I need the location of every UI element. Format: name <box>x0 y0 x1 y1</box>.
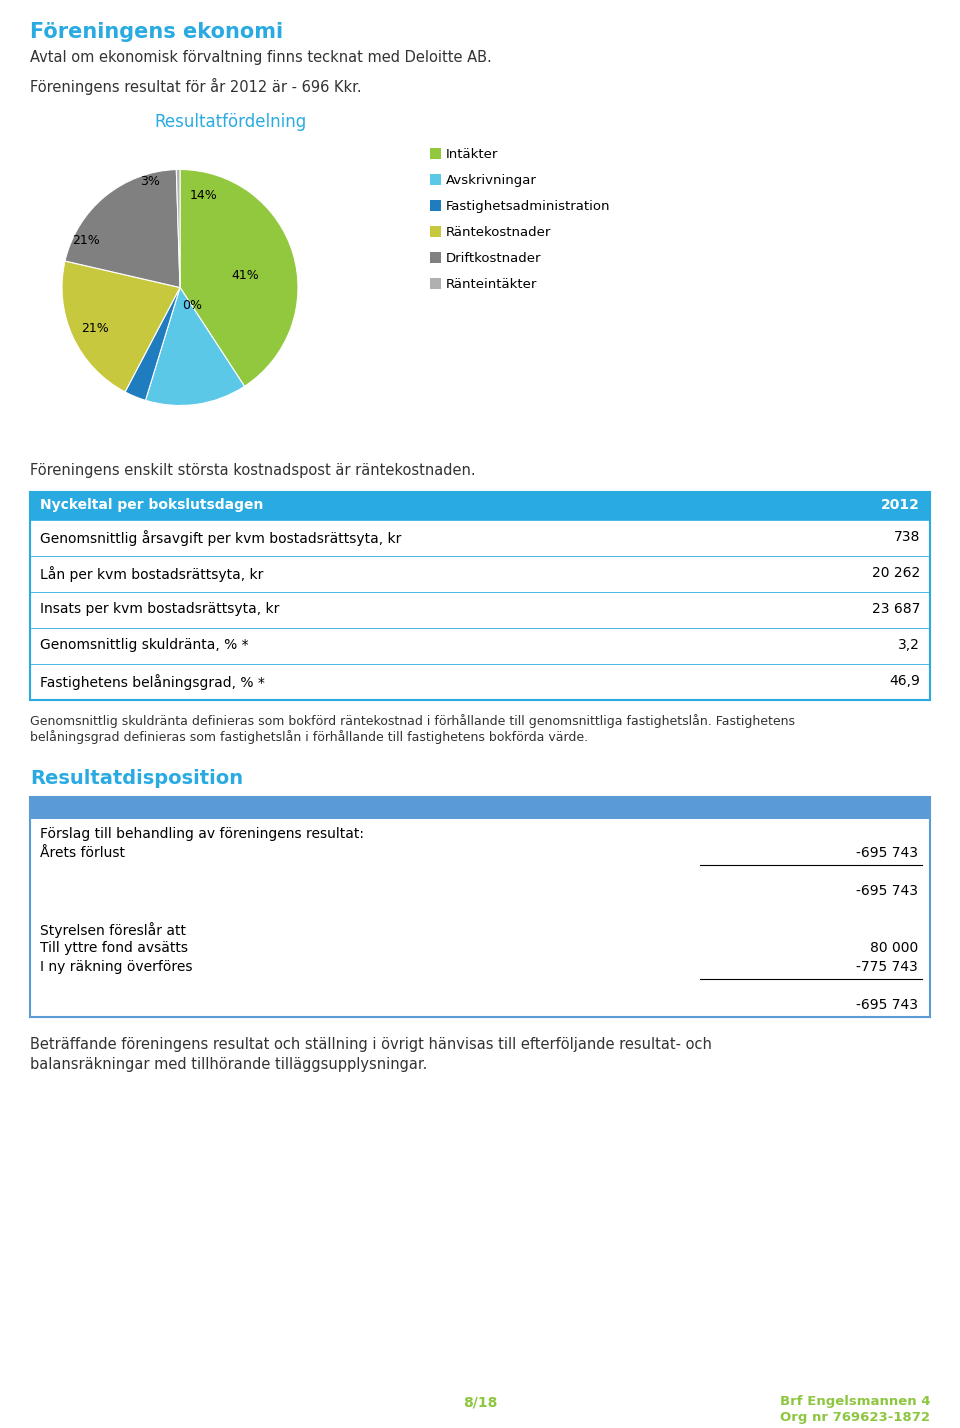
Text: Insats per kvm bostadsrättsyta, kr: Insats per kvm bostadsrättsyta, kr <box>40 603 279 615</box>
Text: Resultatfördelning: Resultatfördelning <box>154 113 306 131</box>
Text: Till yttre fond avsätts: Till yttre fond avsätts <box>40 941 188 955</box>
Text: Avtal om ekonomisk förvaltning finns tecknat med Deloitte AB.: Avtal om ekonomisk förvaltning finns tec… <box>30 50 492 66</box>
Text: 3%: 3% <box>140 174 160 188</box>
Text: belåningsgrad definieras som fastighetslån i förhållande till fastighetens bokfö: belåningsgrad definieras som fastighetsl… <box>30 730 588 744</box>
Text: Genomsnittlig skuldränta, % *: Genomsnittlig skuldränta, % * <box>40 638 249 653</box>
Wedge shape <box>146 287 245 406</box>
Bar <box>430 174 441 186</box>
Text: Intäkter: Intäkter <box>446 149 498 161</box>
Text: -695 743: -695 743 <box>856 998 918 1012</box>
Text: Genomsnittlig skuldränta definieras som bokförd räntekostnad i förhållande till : Genomsnittlig skuldränta definieras som … <box>30 714 795 728</box>
Bar <box>430 149 441 159</box>
Text: -695 743: -695 743 <box>856 845 918 860</box>
Text: 8/18: 8/18 <box>463 1395 497 1409</box>
Text: balansräkningar med tillhörande tilläggsupplysningar.: balansräkningar med tillhörande tilläggs… <box>30 1057 427 1072</box>
Text: 20 262: 20 262 <box>872 565 920 580</box>
Text: Årets förlust: Årets förlust <box>40 845 125 860</box>
Text: I ny räkning överföres: I ny räkning överföres <box>40 960 193 974</box>
Wedge shape <box>125 287 180 400</box>
Text: Avskrivningar: Avskrivningar <box>446 174 537 187</box>
Wedge shape <box>180 170 298 387</box>
Text: Räntekostnader: Räntekostnader <box>446 226 551 238</box>
Bar <box>430 251 441 263</box>
Text: Föreningens resultat för år 2012 är - 696 Kkr.: Föreningens resultat för år 2012 är - 69… <box>30 79 362 96</box>
Text: Styrelsen föreslår att: Styrelsen föreslår att <box>40 922 186 938</box>
Text: -775 743: -775 743 <box>856 960 918 974</box>
Wedge shape <box>65 170 180 287</box>
Bar <box>430 200 441 211</box>
Text: 21%: 21% <box>72 234 100 247</box>
Wedge shape <box>62 261 180 391</box>
Text: Fastighetsadministration: Fastighetsadministration <box>446 200 611 213</box>
Text: 46,9: 46,9 <box>889 674 920 688</box>
Wedge shape <box>177 170 180 287</box>
Text: Nyckeltal per bokslutsdagen: Nyckeltal per bokslutsdagen <box>40 498 263 513</box>
Text: 80 000: 80 000 <box>870 941 918 955</box>
Bar <box>30 493 930 700</box>
Text: 738: 738 <box>894 530 920 544</box>
Text: Förslag till behandling av föreningens resultat:: Förslag till behandling av föreningens r… <box>40 827 364 841</box>
Text: Brf Engelsmannen 4: Brf Engelsmannen 4 <box>780 1395 930 1408</box>
Text: 21%: 21% <box>82 323 108 336</box>
Bar <box>30 797 930 820</box>
Text: 3,2: 3,2 <box>899 638 920 653</box>
Bar <box>430 278 441 288</box>
Text: 23 687: 23 687 <box>872 603 920 615</box>
Bar <box>30 797 930 1017</box>
Text: Beträffande föreningens resultat och ställning i övrigt hänvisas till efterfölja: Beträffande föreningens resultat och stä… <box>30 1037 712 1052</box>
Text: 14%: 14% <box>190 188 218 201</box>
Text: Föreningens enskilt största kostnadspost är räntekostnaden.: Föreningens enskilt största kostnadspost… <box>30 463 475 478</box>
Text: Ränteintäkter: Ränteintäkter <box>446 278 538 291</box>
Text: Lån per kvm bostadsrättsyta, kr: Lån per kvm bostadsrättsyta, kr <box>40 565 263 583</box>
Text: Föreningens ekonomi: Föreningens ekonomi <box>30 21 283 41</box>
Text: Genomsnittlig årsavgift per kvm bostadsrättsyta, kr: Genomsnittlig årsavgift per kvm bostadsr… <box>40 530 401 545</box>
Text: -695 743: -695 743 <box>856 884 918 898</box>
Text: Fastighetens belåningsgrad, % *: Fastighetens belåningsgrad, % * <box>40 674 265 690</box>
Text: Resultatdisposition: Resultatdisposition <box>30 770 243 788</box>
Bar <box>430 226 441 237</box>
Text: 0%: 0% <box>181 298 202 311</box>
Text: Driftkostnader: Driftkostnader <box>446 251 541 266</box>
Text: Org nr 769623-1872: Org nr 769623-1872 <box>780 1411 930 1424</box>
Bar <box>30 493 930 520</box>
Text: 41%: 41% <box>231 270 259 283</box>
Text: 2012: 2012 <box>881 498 920 513</box>
